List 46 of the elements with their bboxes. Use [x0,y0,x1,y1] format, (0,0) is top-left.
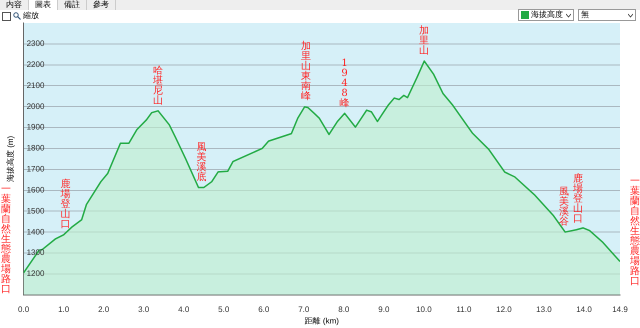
x-tick-label: 0.0 [18,304,30,314]
x-tick-label: 14.0 [576,304,592,314]
x-tick-label: 1.0 [58,304,70,314]
legend-label: 海拔高度 [531,9,563,21]
x-tick-label: 11.0 [456,304,472,314]
y-axis-title: 海拔高度 (m) [6,135,16,182]
annotation: 1948峰 [340,58,350,109]
annotation: 鹿場登山口 [60,178,71,230]
annotation: 風美溪底 [196,142,207,184]
annotation: 鹿場登山口 [572,172,583,225]
y-tick-label: 1600 [26,185,45,194]
annotation: 哈堪尼山 [152,64,164,106]
text: 一葉蘭自然生態農場路口 [630,176,640,287]
y-tick-label: 1800 [26,144,45,153]
y-tick-label: 2200 [26,60,45,70]
text: 圖表 [29,0,58,10]
x-tick-label: 4.0 [178,304,190,314]
y-tick-label: 1400 [26,227,45,236]
x-tick-label: 6.0 [258,304,270,314]
x-tick-label: 5.0 [218,304,230,314]
y-tick-label: 1200 [26,269,45,278]
y-tick-label: 2100 [26,80,45,90]
x-tick-label: 10.0 [416,304,432,314]
y-tick-label: 1900 [26,122,45,132]
x-tick-label: 8.0 [338,304,350,314]
x-tick-label: 13.0 [536,304,552,314]
x-tick-label: 7.0 [298,304,310,314]
x-tick-label: 3.0 [138,304,150,314]
text: 參考 [87,0,116,10]
annotation: 風美溪谷 [558,186,569,228]
text: 内容 [0,0,29,10]
text: 備註 [58,0,87,10]
text: 一葉蘭自然生態農場路口 [1,184,11,295]
x-tick-label: 12.0 [496,304,512,314]
annotation: 加里山 [418,24,429,57]
text: 縮放 [23,11,39,21]
y-tick-label: 1500 [26,206,45,216]
y-tick-label: 2300 [26,39,45,48]
x-tick-label: 14.9 [612,304,628,314]
y-tick-label: 2000 [26,102,45,111]
annotation: 加里山東南峰 [300,40,311,102]
x-tick-label: 2.0 [98,304,110,314]
y-tick-label: 1700 [26,164,45,174]
x-tick-label: 9.0 [378,304,390,314]
x-axis-title: 距離 (km) [304,316,340,326]
text: 無 [581,9,589,21]
